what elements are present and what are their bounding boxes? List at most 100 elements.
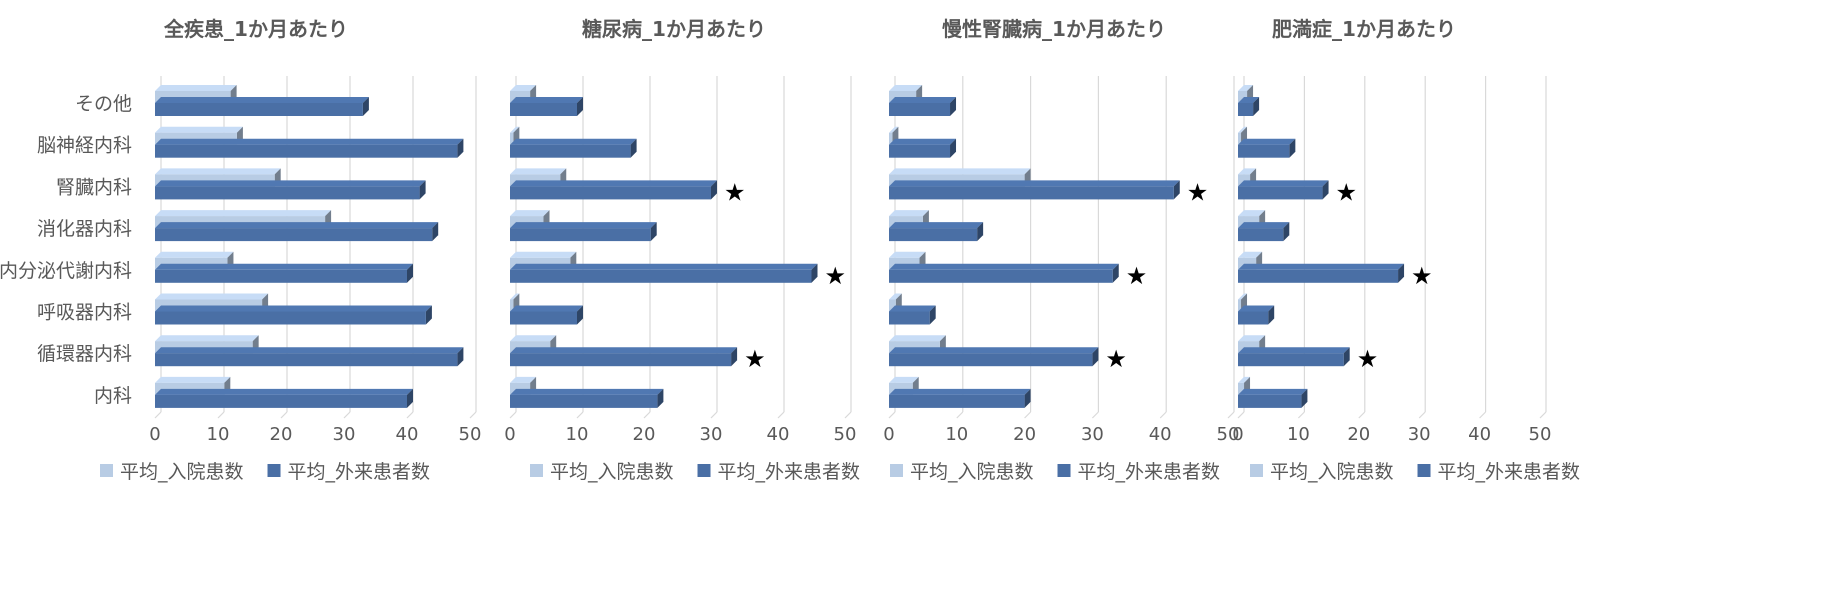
bar-outpatient-top [1238, 138, 1296, 145]
bar-outpatient [889, 103, 951, 116]
bar-inpatient-top [1238, 335, 1266, 342]
legend-swatch-outpatient [1417, 464, 1431, 477]
panel-title: 糖尿病_1か月あたり [582, 17, 766, 41]
bar-outpatient [155, 353, 458, 367]
bar-inpatient [510, 132, 514, 145]
bar-outpatient-top [889, 347, 1099, 354]
gridline-floor [280, 411, 288, 419]
legend-swatch-inpatient [530, 464, 543, 477]
legend-swatch-inpatient [100, 464, 113, 477]
panel-title: 慢性腎臓病_1か月あたり [942, 17, 1166, 41]
bar-outpatient-top [1238, 347, 1350, 354]
bar-outpatient-side [1024, 388, 1031, 408]
bar-outpatient-side [950, 97, 957, 116]
gridline-floor [509, 411, 517, 419]
bar-outpatient-top [510, 180, 717, 187]
x-tick-label: 10 [566, 424, 589, 445]
panel-title: 肥満症_1か月あたり [1272, 17, 1456, 41]
bar-inpatient-top [155, 251, 234, 258]
x-tick-label: 10 [207, 424, 230, 445]
bar-outpatient [155, 394, 407, 408]
significance-star: ★ [1336, 178, 1358, 206]
category-label: 脳神経内科 [37, 135, 132, 157]
bar-outpatient-side [432, 222, 439, 242]
gridline-floor [1418, 411, 1426, 419]
x-tick-label: 50 [834, 424, 857, 445]
bar-outpatient [1238, 311, 1269, 325]
legend-label-outpatient: 平均_外来患者数 [288, 461, 431, 483]
bar-outpatient-top [155, 222, 439, 229]
bar-inpatient-top [155, 293, 269, 300]
bar-inpatient [1238, 299, 1242, 312]
gridline-floor [1297, 411, 1305, 419]
bar-outpatient [1238, 144, 1290, 158]
bar-outpatient [155, 228, 433, 242]
x-tick-label: 30 [1408, 424, 1431, 445]
legend-swatch-outpatient [1057, 464, 1071, 477]
gridline-floor [154, 411, 162, 419]
bar-outpatient [889, 186, 1174, 200]
bar-outpatient-side [657, 388, 664, 408]
bar-outpatient [889, 311, 930, 325]
bar-inpatient-top [155, 376, 231, 383]
x-tick-label: 50 [459, 424, 482, 445]
bar-inpatient [889, 299, 896, 312]
category-label: 呼吸器内科 [37, 302, 132, 324]
bar-outpatient-top [510, 97, 583, 103]
x-tick-label: 20 [633, 424, 656, 445]
bar-outpatient-side [419, 180, 426, 200]
bar-outpatient [889, 394, 1025, 408]
x-tick-label: 0 [1232, 424, 1243, 445]
bar-outpatient [1238, 353, 1344, 367]
x-tick-label: 50 [1217, 424, 1240, 445]
legend-swatch-inpatient [1250, 464, 1263, 477]
bar-inpatient-top [889, 335, 946, 342]
x-tick-label: 0 [504, 424, 515, 445]
significance-star: ★ [825, 262, 847, 290]
gridline-floor [1539, 411, 1547, 419]
category-label: 循環器内科 [37, 343, 132, 365]
bar-outpatient-side [1289, 138, 1296, 158]
bar-inpatient-top [889, 251, 926, 258]
bar-outpatient [510, 394, 658, 408]
gridline-floor [217, 411, 225, 419]
bar-outpatient-top [889, 263, 1119, 270]
bar-outpatient-top [155, 180, 426, 187]
bar-outpatient-top [510, 138, 637, 145]
bar-outpatient-top [1238, 180, 1329, 187]
bar-outpatient [510, 228, 651, 242]
bar-outpatient-side [425, 305, 432, 325]
gridline-floor [343, 411, 351, 419]
gridline-floor [1159, 411, 1167, 419]
bar-outpatient [155, 186, 420, 200]
legend-label-outpatient: 平均_外来患者数 [1438, 461, 1581, 483]
bar-inpatient-top [510, 126, 520, 133]
bar-outpatient-top [1238, 97, 1260, 103]
bar-outpatient-top [155, 388, 413, 395]
bar-outpatient-side [457, 138, 464, 158]
x-tick-label: 40 [396, 424, 419, 445]
bar-outpatient-side [1343, 347, 1350, 367]
bar-outpatient-side [1322, 180, 1329, 200]
category-label: 腎臓内科 [56, 176, 132, 198]
bar-outpatient-top [889, 180, 1180, 187]
bar-inpatient-top [510, 376, 537, 383]
significance-star: ★ [1411, 262, 1433, 290]
gridline-floor [469, 411, 477, 419]
bar-outpatient [889, 144, 951, 158]
x-tick-label: 40 [1468, 424, 1491, 445]
x-tick-label: 10 [945, 424, 968, 445]
bar-outpatient-side [630, 138, 637, 158]
bar-outpatient [510, 186, 711, 200]
bar-inpatient-top [155, 85, 237, 91]
x-tick-label: 20 [1013, 424, 1036, 445]
bar-outpatient [1238, 394, 1302, 408]
legend-label-outpatient: 平均_外来患者数 [718, 461, 861, 483]
bar-inpatient-top [1238, 168, 1257, 175]
x-tick-label: 30 [333, 424, 356, 445]
panel-title: 全疾患_1か月あたり [163, 17, 348, 41]
gridline-floor [844, 411, 852, 419]
bar-outpatient-side [731, 347, 738, 367]
significance-star: ★ [1126, 262, 1148, 290]
bar-outpatient [889, 353, 1093, 367]
